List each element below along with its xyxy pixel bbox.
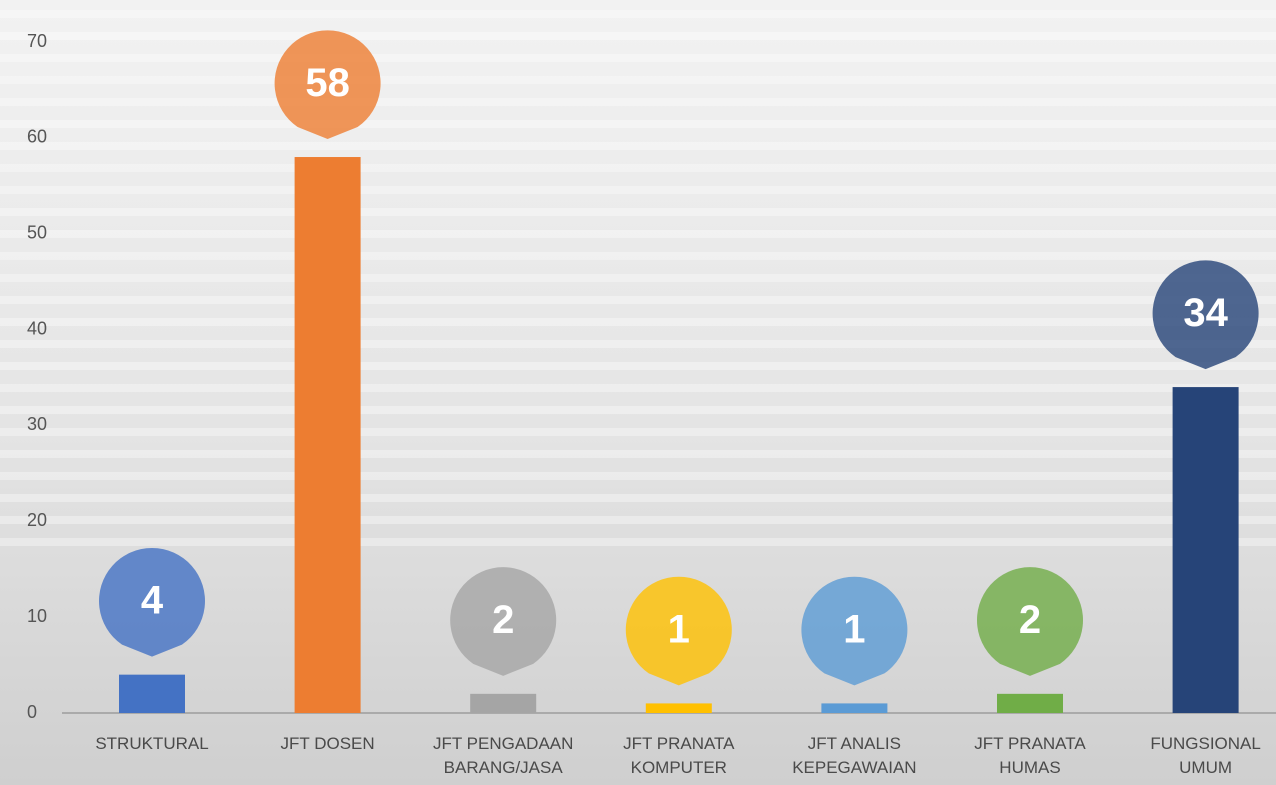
background-stripes <box>0 10 1276 546</box>
bg-stripe <box>0 54 1276 62</box>
bg-stripe <box>0 76 1276 84</box>
bar <box>294 157 361 713</box>
y-tick-label: 40 <box>27 318 47 338</box>
bg-stripe <box>0 494 1276 502</box>
y-tick-label: 70 <box>27 31 47 51</box>
bg-stripe <box>0 340 1276 348</box>
x-tick-label: JFT DOSEN <box>280 734 375 753</box>
bar <box>645 703 712 713</box>
bg-stripe <box>0 32 1276 40</box>
bg-stripe <box>0 10 1276 18</box>
bar <box>1172 387 1239 713</box>
bg-stripe <box>0 362 1276 370</box>
y-tick-label: 0 <box>27 702 37 722</box>
y-tick-label: 20 <box>27 510 47 530</box>
x-tick-label: STRUKTURAL <box>95 734 209 753</box>
value-label: 58 <box>305 61 350 105</box>
pin <box>1152 260 1259 370</box>
pin <box>274 30 381 140</box>
x-tick-label: JFT ANALIS KEPEGAWAIAN <box>792 734 917 777</box>
bg-stripe <box>0 186 1276 194</box>
bg-stripe <box>0 120 1276 128</box>
x-tick-label: JFT PRANATA KOMPUTER <box>623 734 735 777</box>
x-tick-label: JFT PRANATA HUMAS <box>974 734 1086 777</box>
bg-stripe <box>0 274 1276 282</box>
bg-stripe <box>0 208 1276 216</box>
value-label: 1 <box>843 607 865 651</box>
bg-stripe <box>0 472 1276 480</box>
y-tick-label: 10 <box>27 606 47 626</box>
bg-stripe <box>0 296 1276 304</box>
pin <box>99 547 206 657</box>
bg-stripe <box>0 252 1276 260</box>
bar <box>997 693 1063 713</box>
bg-stripe <box>0 318 1276 326</box>
value-label: 2 <box>492 598 514 642</box>
bg-stripe <box>0 516 1276 524</box>
value-label: 1 <box>668 607 690 651</box>
y-tick-label: 30 <box>27 414 47 434</box>
bg-stripe <box>0 450 1276 458</box>
bg-stripe <box>0 230 1276 238</box>
x-tick-label: JFT PENGADAAN BARANG/JASA <box>432 734 574 777</box>
pin <box>801 576 908 686</box>
bar <box>470 693 537 713</box>
pin <box>977 567 1084 676</box>
bg-stripe <box>0 428 1276 436</box>
y-tick-label: 50 <box>27 222 47 242</box>
bg-stripe <box>0 142 1276 150</box>
bg-stripe <box>0 406 1276 414</box>
bg-stripe <box>0 538 1276 546</box>
value-label: 34 <box>1183 291 1228 335</box>
bg-stripe <box>0 98 1276 106</box>
value-label: 4 <box>141 579 164 623</box>
x-tick-label: FUNGSIONAL UMUM <box>1150 734 1261 777</box>
bar <box>821 703 888 713</box>
bg-stripe <box>0 384 1276 392</box>
bg-stripe <box>0 164 1276 172</box>
pin <box>450 567 557 676</box>
y-tick-label: 60 <box>27 127 47 147</box>
pin <box>625 576 732 686</box>
value-label: 2 <box>1019 598 1041 642</box>
bar <box>119 674 185 713</box>
